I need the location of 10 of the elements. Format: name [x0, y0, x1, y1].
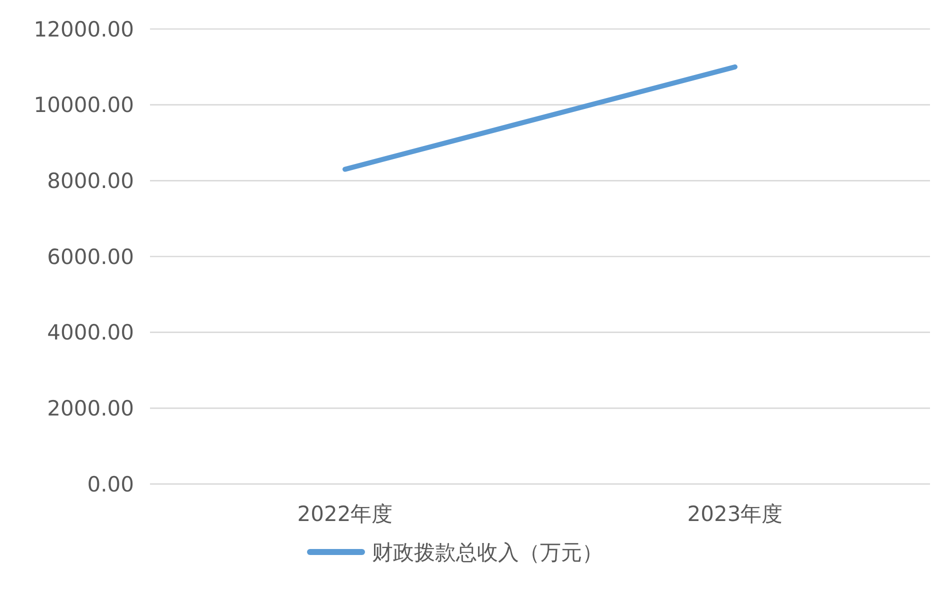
y-tick-label: 6000.00 — [47, 244, 134, 269]
y-tick-label: 12000.00 — [34, 17, 134, 42]
y-tick-label: 0.00 — [87, 472, 134, 496]
x-tick-label: 2023年度 — [687, 502, 783, 526]
y-tick-label: 8000.00 — [47, 169, 134, 194]
y-tick-label: 4000.00 — [47, 320, 134, 345]
y-tick-label: 10000.00 — [34, 93, 134, 118]
y-tick-label: 2000.00 — [47, 396, 134, 421]
x-tick-label: 2022年度 — [297, 502, 393, 526]
legend-label: 财政拨款总收入（万元） — [372, 540, 603, 564]
